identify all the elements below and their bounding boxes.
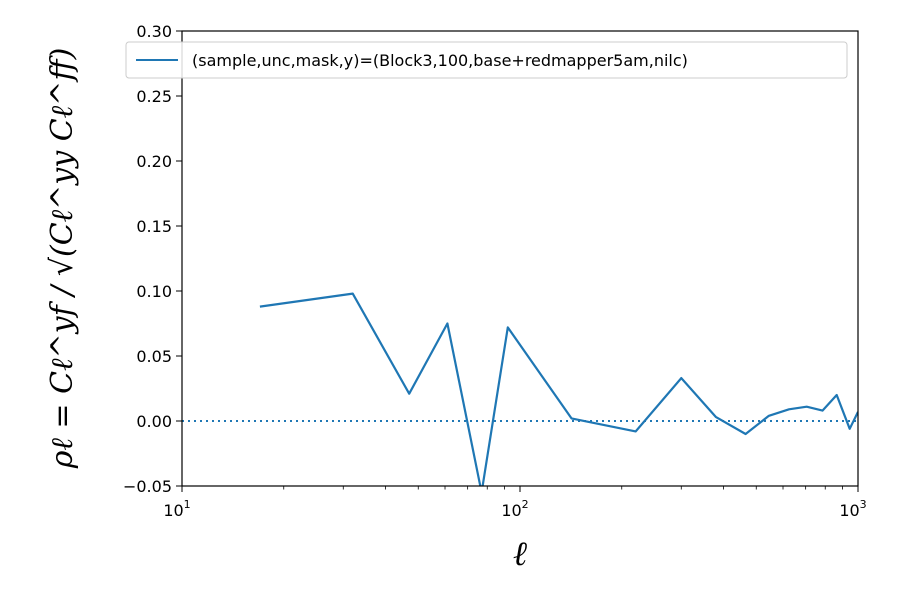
y-tick-label: 0.15 [136,217,172,236]
y-tick-label: 0.30 [136,22,172,41]
legend-box [125,41,848,79]
y-tick-label: −0.05 [123,477,172,496]
legend-label: (sample,unc,mask,y)=(Block3,100,base+red… [192,51,688,70]
y-tick-label: 0.05 [136,347,172,366]
series-layer [259,292,858,486]
x-axis-title: ℓ [513,534,527,574]
x-tick-label: 102 [501,498,528,520]
y-tick-label: 0.25 [136,87,172,106]
y-axis: −0.05 0.00 0.05 0.10 0.15 0.20 0.25 0.30 [123,22,182,496]
x-axis: 101 102 103 [163,486,867,520]
plot-frame [181,30,859,487]
y-tick-label: 0.20 [136,152,172,171]
x-tick-label: 103 [839,498,866,520]
y-tick-label: 0.10 [136,282,172,301]
y-axis-title: ρℓ = Cℓ^yf / √(Cℓ^yy Cℓ^ff) [45,48,80,470]
legend: (sample,unc,mask,y)=(Block3,100,base+red… [125,41,848,79]
x-tick-label: 101 [163,498,190,520]
y-tick-label: 0.00 [136,412,172,431]
series-line [259,292,858,486]
